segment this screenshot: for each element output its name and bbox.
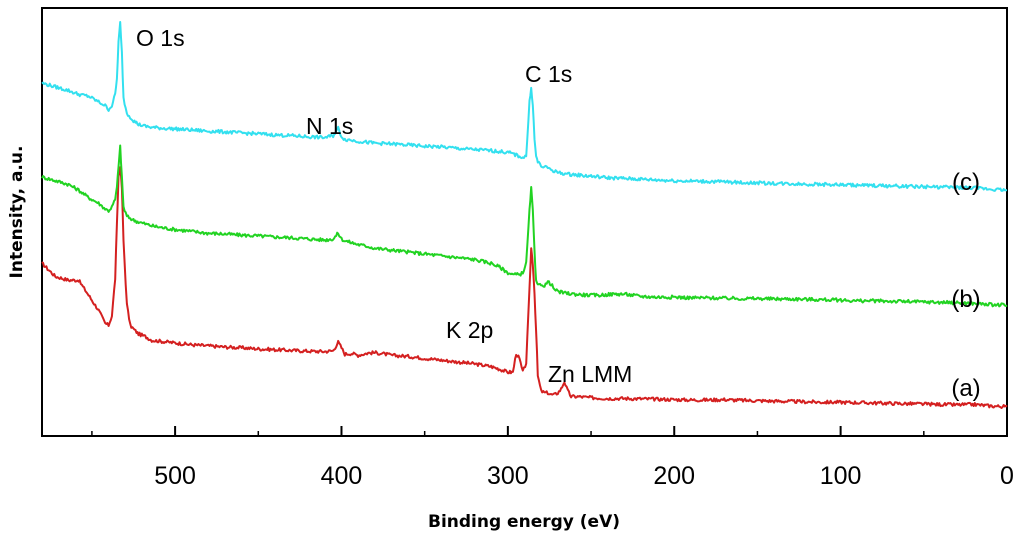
x-tick-label: 300 [487, 462, 529, 490]
x-tick-label: 400 [321, 462, 363, 490]
series-line-a [41, 166, 1008, 409]
y-axis-title: Intensity, a.u. [7, 146, 27, 279]
annotation-o-1s: O 1s [136, 25, 185, 51]
series-label-a: (a) [951, 375, 980, 402]
series-label-c: (c) [952, 169, 980, 196]
annotation-zn-lmm: Zn LMM [548, 361, 632, 387]
x-tick-label: 500 [154, 462, 196, 490]
x-tick-label: 200 [653, 462, 695, 490]
annotation-n-1s: N 1s [306, 113, 353, 139]
series-layer [41, 21, 1008, 409]
annotation-k-2p: K 2p [446, 317, 493, 343]
x-axis-ticks: 500 400 300 200 100 0 [91, 426, 1014, 490]
x-tick-label: 0 [1000, 462, 1014, 490]
x-tick-label: 100 [820, 462, 862, 490]
x-axis-title: Binding energy (eV) [428, 512, 620, 532]
series-line-b [41, 144, 1008, 308]
series-line-c [41, 21, 1008, 192]
series-labels: (a) (b) (c) [951, 169, 980, 402]
plot-frame [41, 7, 1008, 437]
annotation-c-1s: C 1s [525, 61, 572, 87]
peak-annotations: O 1s N 1s C 1s K 2p Zn LMM [136, 25, 632, 387]
series-label-b: (b) [951, 286, 980, 313]
